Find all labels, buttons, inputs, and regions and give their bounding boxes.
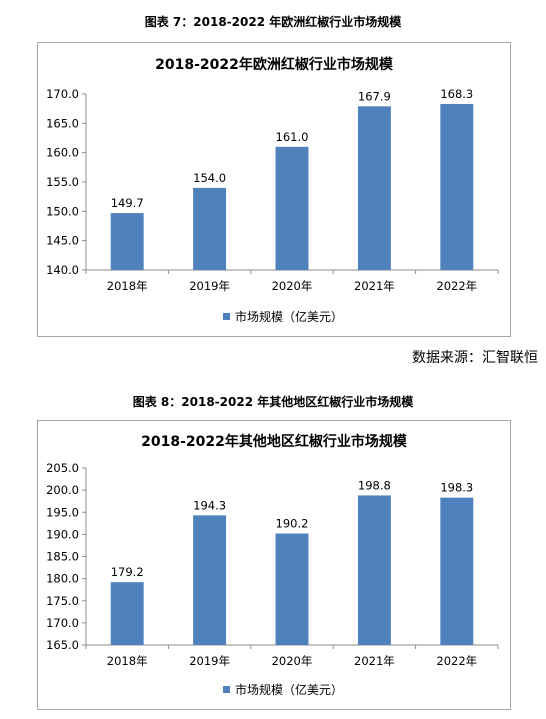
legend-label: 市场规模（亿美元）	[235, 682, 343, 697]
legend-swatch	[223, 313, 230, 320]
y-tick-label: 155.0	[46, 175, 79, 189]
y-tick-label: 205.0	[46, 461, 79, 475]
x-tick-label: 2021年	[354, 279, 395, 293]
figure-caption-2: 图表 8：2018-2022 年其他地区红椒行业市场规模	[132, 395, 414, 409]
y-tick-label: 190.0	[46, 527, 79, 541]
legend-swatch	[223, 686, 230, 693]
bar	[440, 497, 474, 645]
y-tick-label: 140.0	[46, 263, 79, 277]
bar	[275, 533, 309, 645]
bar	[357, 106, 391, 270]
bar-chart-other-regions: 2018-2022年其他地区红椒行业市场规模 165.0 170.0 175.0 180…	[46, 433, 499, 697]
data-label: 167.9	[358, 89, 391, 103]
x-tick-label: 2018年	[107, 654, 148, 668]
x-tick-label: 2022年	[436, 654, 477, 668]
bar	[275, 146, 309, 270]
y-tick-label: 200.0	[46, 483, 79, 497]
source-note: 数据来源：汇智联恒	[412, 350, 538, 366]
figure-caption-1: 图表 7：2018-2022 年欧洲红椒行业市场规模	[144, 15, 402, 29]
y-tick-label: 145.0	[46, 234, 79, 248]
data-label: 198.3	[440, 481, 473, 495]
data-label: 154.0	[193, 171, 226, 185]
x-tick-label: 2022年	[436, 279, 477, 293]
y-tick-label: 195.0	[46, 505, 79, 519]
bar	[193, 515, 227, 645]
chart-container-1: 2018-2022年欧洲红椒行业市场规模 140.0 145.0 150.0 155.0…	[37, 42, 511, 337]
x-tick-label: 2020年	[272, 279, 313, 293]
legend-label: 市场规模（亿美元）	[235, 309, 343, 324]
bar	[193, 187, 227, 270]
y-tick-label: 180.0	[46, 572, 79, 586]
y-tick-label: 150.0	[46, 204, 79, 218]
y-tick-label: 170.0	[46, 616, 79, 630]
x-tick-label: 2019年	[189, 654, 230, 668]
chart-title: 2018-2022年其他地区红椒行业市场规模	[141, 433, 408, 450]
data-label: 149.7	[111, 196, 144, 210]
bar	[440, 103, 474, 270]
data-label: 161.0	[276, 130, 309, 144]
data-label: 194.3	[193, 498, 226, 512]
bar-chart-europe: 2018-2022年欧洲红椒行业市场规模 140.0 145.0 150.0 155.0…	[46, 56, 499, 324]
x-tick-label: 2020年	[272, 654, 313, 668]
bar	[110, 213, 144, 270]
chart-title: 2018-2022年欧洲红椒行业市场规模	[155, 56, 394, 73]
y-tick-label: 165.0	[46, 116, 79, 130]
bar	[357, 495, 391, 645]
x-tick-label: 2019年	[189, 279, 230, 293]
data-label: 198.8	[358, 478, 391, 492]
bar	[110, 582, 144, 645]
y-tick-label: 170.0	[46, 87, 79, 101]
data-label: 179.2	[111, 565, 144, 579]
y-tick-label: 185.0	[46, 550, 79, 564]
y-tick-label: 175.0	[46, 594, 79, 608]
x-tick-label: 2018年	[107, 279, 148, 293]
y-tick-label: 165.0	[46, 638, 79, 652]
x-tick-label: 2021年	[354, 654, 395, 668]
data-label: 168.3	[440, 87, 473, 101]
chart-container-2: 2018-2022年其他地区红椒行业市场规模 165.0 170.0 175.0 180…	[37, 420, 511, 710]
y-tick-label: 160.0	[46, 146, 79, 160]
data-label: 190.2	[276, 516, 309, 530]
